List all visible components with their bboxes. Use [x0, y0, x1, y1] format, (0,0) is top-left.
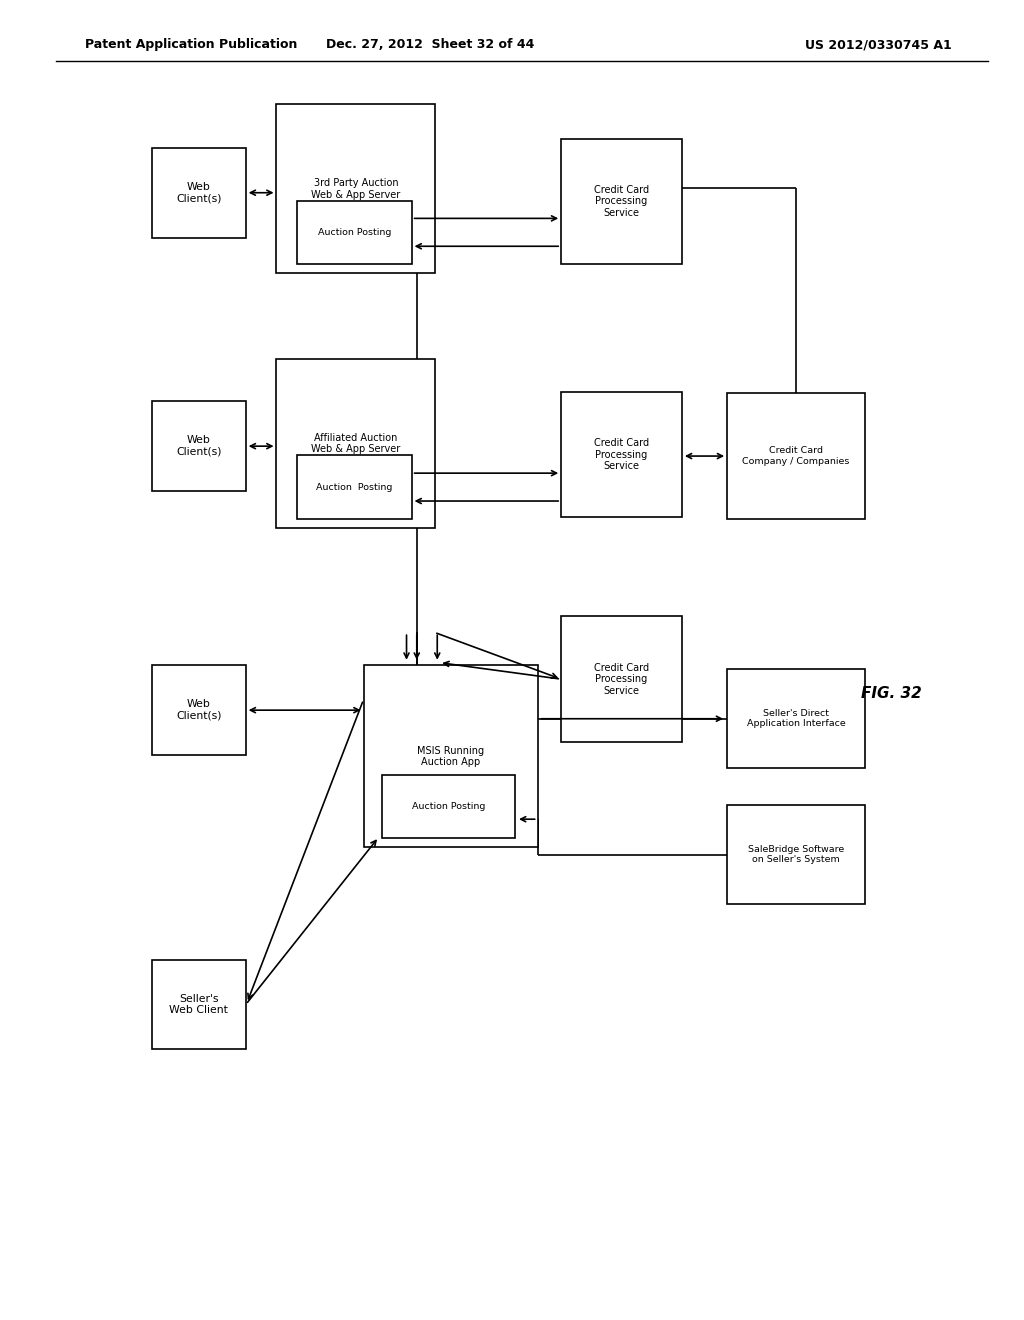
- Text: Web
Client(s): Web Client(s): [176, 436, 221, 457]
- Text: FIG. 32: FIG. 32: [860, 685, 922, 701]
- Text: Credit Card
Company / Companies: Credit Card Company / Companies: [742, 446, 850, 466]
- Text: Affiliated Auction
Web & App Server: Affiliated Auction Web & App Server: [311, 433, 400, 454]
- Bar: [152, 401, 246, 491]
- Bar: [561, 616, 682, 742]
- Bar: [727, 393, 865, 519]
- Bar: [561, 139, 682, 264]
- Bar: [152, 960, 246, 1049]
- Bar: [152, 665, 246, 755]
- Text: Credit Card
Processing
Service: Credit Card Processing Service: [594, 438, 649, 471]
- Text: Credit Card
Processing
Service: Credit Card Processing Service: [594, 663, 649, 696]
- Text: Seller's Direct
Application Interface: Seller's Direct Application Interface: [746, 709, 846, 729]
- Text: US 2012/0330745 A1: US 2012/0330745 A1: [805, 38, 952, 51]
- Text: 3rd Party Auction
Web & App Server: 3rd Party Auction Web & App Server: [311, 178, 400, 199]
- Text: Patent Application Publication: Patent Application Publication: [85, 38, 297, 51]
- Text: SaleBridge Software
on Seller's System: SaleBridge Software on Seller's System: [749, 845, 844, 865]
- Bar: [727, 669, 865, 768]
- Text: Dec. 27, 2012  Sheet 32 of 44: Dec. 27, 2012 Sheet 32 of 44: [326, 38, 535, 51]
- Bar: [364, 665, 538, 847]
- Bar: [727, 805, 865, 904]
- Bar: [152, 148, 246, 238]
- Text: Web
Client(s): Web Client(s): [176, 182, 221, 203]
- Text: MSIS Running
Auction App: MSIS Running Auction App: [417, 746, 484, 767]
- Bar: [276, 104, 435, 273]
- Text: Auction Posting: Auction Posting: [412, 803, 485, 810]
- Text: Credit Card
Processing
Service: Credit Card Processing Service: [594, 185, 649, 218]
- Text: Auction  Posting: Auction Posting: [316, 483, 392, 491]
- Text: Seller's
Web Client: Seller's Web Client: [169, 994, 228, 1015]
- Bar: [276, 359, 435, 528]
- Bar: [561, 392, 682, 517]
- Bar: [297, 201, 412, 264]
- Text: Auction Posting: Auction Posting: [317, 228, 391, 236]
- Text: Web
Client(s): Web Client(s): [176, 700, 221, 721]
- Bar: [297, 455, 412, 519]
- Bar: [382, 775, 515, 838]
